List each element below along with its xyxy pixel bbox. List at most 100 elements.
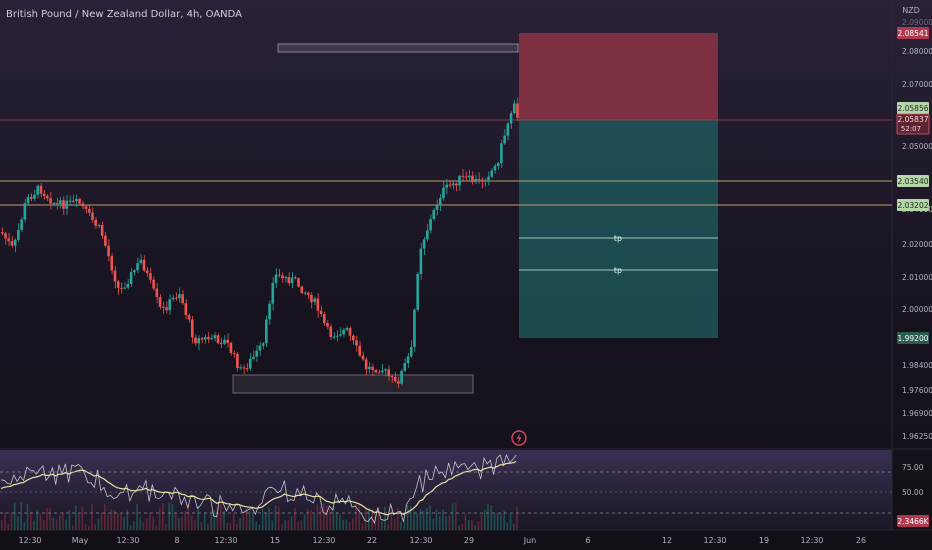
candle-body (149, 273, 152, 280)
candle-body (277, 274, 281, 276)
time-tick: 12:30 (312, 536, 335, 545)
candle-body (429, 218, 432, 231)
volume-bar (158, 508, 161, 530)
candle-body (207, 337, 210, 340)
time-tick: 12:30 (800, 536, 823, 545)
volume-bar (268, 507, 270, 530)
volume-bars (1, 502, 518, 530)
volume-bar (245, 508, 248, 530)
volume-bar (277, 506, 280, 530)
candle-body (184, 303, 188, 316)
price-tick: 1.96250 (902, 432, 932, 441)
chart-title[interactable]: British Pound / New Zealand Dollar, 4h, … (6, 9, 242, 20)
volume-bar (503, 510, 505, 530)
volume-bar (42, 519, 45, 530)
candle-body (152, 279, 155, 289)
volume-bar (113, 510, 116, 530)
volume-bar (284, 520, 286, 530)
support-zone-box[interactable] (232, 374, 474, 394)
time-tick: 12:30 (214, 536, 237, 545)
candle-body (42, 193, 46, 196)
candle-body (75, 198, 78, 202)
candle-body (448, 184, 452, 186)
volume-bar (516, 507, 518, 530)
candle-body (71, 200, 75, 202)
volume-bar (171, 503, 174, 530)
volume-bar (178, 517, 180, 530)
volume-bar (467, 520, 470, 530)
time-tick: Jun (523, 536, 537, 545)
candle-body (13, 239, 17, 246)
candle-body (68, 200, 72, 202)
volume-bar (46, 507, 48, 530)
candle-body (245, 368, 249, 370)
candle-body (39, 185, 43, 194)
volume-bar (174, 511, 177, 530)
volume-bar (248, 511, 251, 530)
volume-bar (91, 503, 93, 530)
volume-bar (116, 512, 119, 530)
candle-body (323, 314, 326, 324)
time-tick: 6 (585, 536, 590, 545)
candle-body (33, 194, 36, 199)
candle-body (197, 338, 201, 344)
candle-body (94, 219, 97, 226)
candle-body (393, 376, 397, 382)
volume-bar (229, 523, 232, 530)
volume-bar (78, 514, 80, 530)
candle-body (390, 376, 394, 378)
time-tick: 8 (174, 536, 179, 545)
resistance-zone-box[interactable] (277, 43, 519, 53)
candle-body (226, 339, 229, 343)
volume-bar (455, 502, 457, 530)
volume-bar (377, 507, 380, 530)
candle-body (178, 294, 181, 299)
candle-body (181, 294, 184, 304)
volume-bar (274, 505, 277, 530)
candle-body (55, 203, 59, 205)
candle-body (464, 176, 468, 178)
candle-body (371, 366, 374, 370)
volume-bar (149, 512, 151, 530)
stop-loss-zone[interactable] (519, 33, 718, 120)
price-tick: 2.08000 (902, 47, 932, 56)
volume-bar (165, 523, 167, 530)
candle-body (319, 310, 323, 315)
volume-bar (335, 511, 338, 530)
candle-body (496, 163, 500, 166)
time-axis[interactable]: 12:30 May 12:30 8 12:30 15 12:30 22 12:3… (18, 536, 866, 545)
lightning-icon[interactable] (511, 430, 527, 446)
candle-body (236, 353, 239, 369)
volume-bar (223, 510, 225, 530)
volume-bar (197, 506, 200, 530)
volume-bar (422, 510, 425, 530)
volume-bar (326, 506, 328, 530)
volume-bar (162, 503, 164, 530)
volume-bar (26, 503, 29, 530)
time-tick: 12 (662, 536, 672, 545)
candle-body (155, 288, 159, 298)
level-upper-badge (897, 175, 929, 187)
candle-body (503, 135, 506, 144)
candle-body (216, 335, 220, 344)
volume-bar (271, 520, 274, 530)
candle-body (194, 337, 197, 344)
take-profit-zone[interactable] (519, 120, 718, 338)
volume-badge (897, 515, 929, 527)
candlestick-series[interactable] (1, 97, 519, 388)
candle-body (480, 179, 484, 182)
volume-bar (487, 504, 489, 530)
volume-bar (364, 508, 367, 530)
candle-body (165, 307, 168, 311)
volume-bar (448, 515, 451, 530)
candle-body (110, 256, 114, 271)
volume-bar (36, 509, 39, 530)
volume-bar (319, 506, 322, 530)
candle-body (261, 343, 265, 346)
volume-bar (397, 507, 399, 530)
volume-bar (7, 524, 10, 530)
volume-bar (265, 512, 267, 530)
candle-body (248, 358, 252, 369)
candle-body (316, 298, 320, 311)
